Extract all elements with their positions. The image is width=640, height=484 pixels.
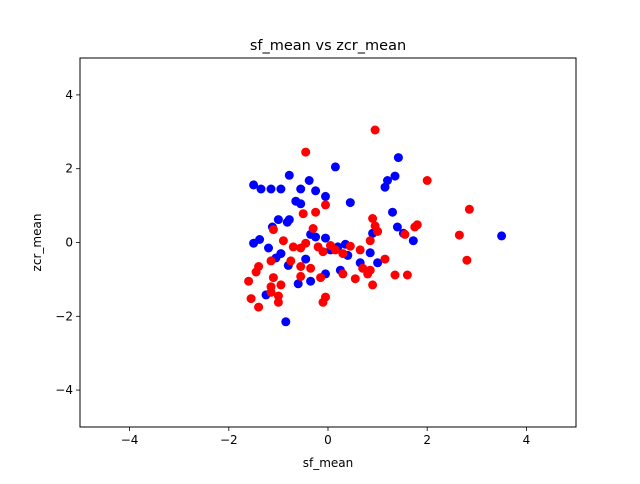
scatter-point [368,280,378,290]
scatter-point [264,243,273,253]
y-tick-label: −4 [55,383,73,397]
chart-title: sf_mean vs zcr_mean [250,38,406,54]
scatter-point [321,233,330,243]
x-tick-label: 2 [423,433,431,447]
scatter-point [311,207,321,217]
ticks-layer: −4 −2 0 2 4 −4 −2 0 2 4 [55,88,530,447]
scatter-point [281,317,291,327]
scatter-point [296,262,306,271]
scatter-point [338,249,348,259]
scatter-point [316,273,326,283]
x-tick-label: −2 [220,433,238,447]
scatter-point [288,242,298,252]
scatter-point [254,302,264,312]
scatter-point [296,271,306,281]
scatter-point [380,254,390,264]
scatter-point [311,186,321,196]
scatter-point [392,222,402,232]
scatter-point [365,236,375,246]
scatter-point [249,180,259,190]
scatter-point [365,248,375,258]
scatter-point [321,200,330,210]
scatter-point [454,230,464,240]
scatter-point [318,297,328,307]
scatter-point [276,249,286,259]
scatter-point [273,297,283,307]
scatter-point [306,263,316,273]
scatter-point [402,270,412,280]
scatter-point [355,245,365,255]
y-tick-label: −2 [55,309,73,323]
y-tick-label: 4 [65,88,73,102]
scatter-point [296,243,306,253]
scatter-point [350,274,360,284]
scatter-point [345,241,355,251]
scatter-point [412,220,422,230]
scatter-point [368,214,378,223]
scatter-point [273,291,283,301]
x-tick-label: 0 [324,433,332,447]
plot-area-frame [79,57,577,428]
scatter-point [268,225,278,235]
scatter-point [400,229,410,239]
scatter-point [422,176,432,185]
scatter-point [278,236,288,246]
scatter-point [464,204,474,214]
scatter-point [321,191,330,201]
scatter-point [306,276,316,286]
scatter-point [497,231,507,241]
scatter-point [365,265,375,275]
scatter-point [388,207,397,217]
scatter-point [338,269,348,279]
points-layer [244,125,507,327]
scatter-point [370,221,380,231]
scatter-point [383,176,392,185]
scatter-point [390,171,400,181]
scatter-point [282,217,292,227]
scatter-point [276,280,286,290]
scatter-point [251,267,261,277]
scatter-point [462,255,472,265]
scatter-point [298,209,308,219]
scatter-point [318,247,328,257]
x-axis-label: sf_mean [303,456,354,470]
y-tick-label: 0 [65,236,73,250]
scatter-point [370,125,380,135]
scatter-point [293,279,303,289]
y-tick-label: 2 [65,162,73,176]
scatter-point [311,232,321,242]
scatter-point [373,258,383,268]
scatter-point [296,199,306,209]
scatter-point [284,170,294,180]
scatter-point [266,287,276,297]
scatter-point [266,184,276,194]
scatter-point [304,176,314,185]
scatter-point [268,273,278,283]
y-axis-label: zcr_mean [30,214,44,272]
x-tick-label: −4 [121,433,139,447]
scatter-point [345,198,355,208]
scatter-point [255,235,265,244]
scatter-point [276,184,286,194]
scatter-point [393,153,403,163]
scatter-point [246,294,256,304]
scatter-point [256,184,266,194]
scatter-point [301,147,311,157]
scatter-point [301,254,311,264]
scatter-point [390,270,400,280]
scatter-point [408,236,418,246]
scatter-point [273,215,283,225]
scatter-point [308,224,318,233]
scatter-point [286,256,296,266]
scatter-point [266,256,276,266]
scatter-point [244,276,254,286]
x-tick-label: 4 [523,433,531,447]
scatter-point [330,162,340,172]
scatter-point [330,245,340,255]
scatter-point [296,184,306,194]
